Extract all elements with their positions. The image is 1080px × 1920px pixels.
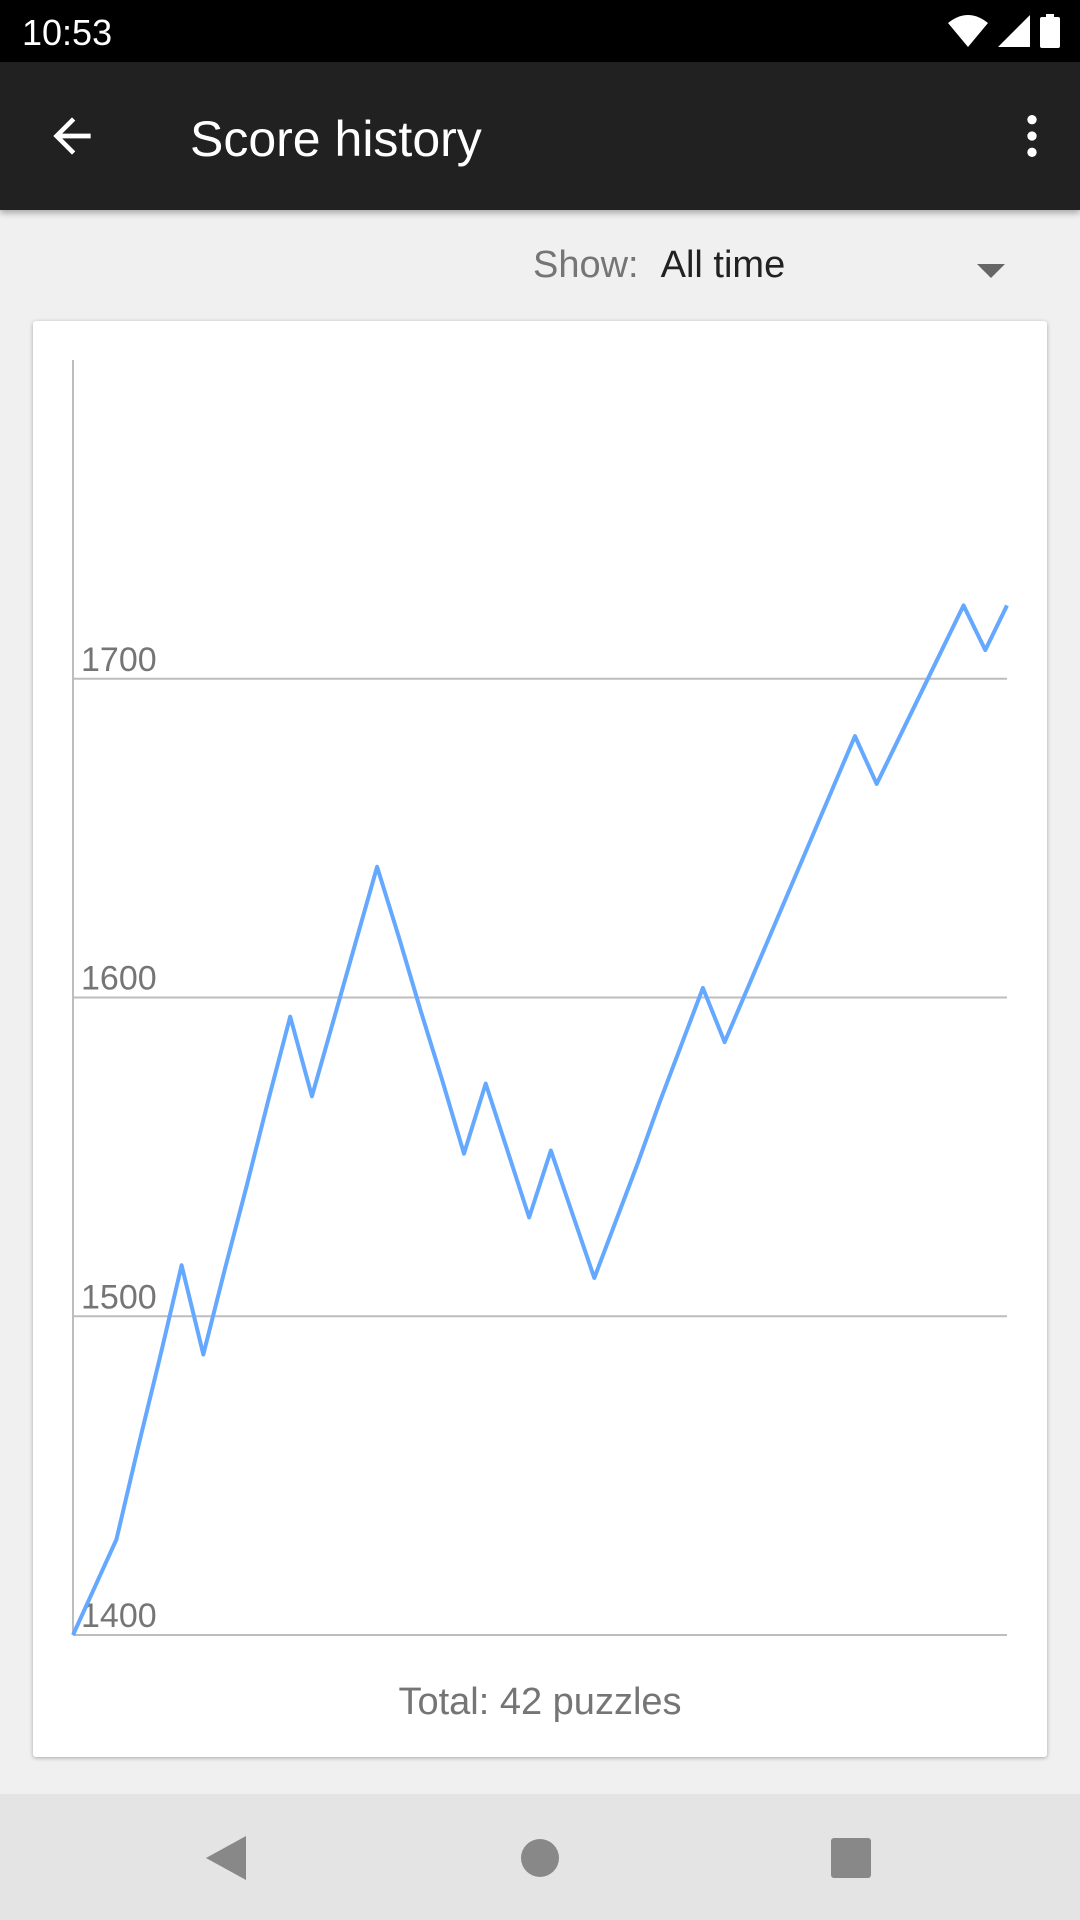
chart-card: 1400 1500 1600 1700 Total: 42 puzzles — [33, 321, 1047, 1757]
page-title: Score history — [190, 111, 482, 167]
more-vert-icon[interactable] — [1004, 108, 1060, 164]
navigation-bar — [0, 1794, 1080, 1920]
y-tick-label: 1700 — [81, 641, 157, 679]
score-chart: 1400 1500 1600 1700 — [71, 360, 1009, 1636]
y-tick-label: 1500 — [81, 1278, 157, 1316]
status-bar: 10:53 — [0, 0, 1080, 62]
y-tick-label: 1600 — [81, 960, 157, 998]
score-line — [71, 603, 1009, 1636]
total-puzzles: Total: 42 puzzles — [398, 1681, 682, 1723]
arrow-back-icon[interactable] — [44, 108, 100, 164]
triangle-back-icon — [206, 1836, 246, 1880]
dropdown-arrow-icon — [977, 264, 1005, 278]
status-time: 10:53 — [22, 12, 113, 53]
nav-home-button[interactable] — [520, 1836, 560, 1885]
square-recents-icon — [831, 1838, 871, 1878]
nav-recents-button[interactable] — [831, 1836, 871, 1885]
battery-icon — [1040, 14, 1060, 48]
circle-home-icon — [521, 1839, 559, 1877]
toolbar: Score history — [0, 62, 1080, 210]
show-label: Show: — [533, 244, 639, 286]
wifi-icon — [948, 15, 988, 47]
signal-icon — [998, 15, 1030, 47]
selected-range: All time — [660, 244, 786, 286]
nav-back-button[interactable] — [206, 1836, 246, 1885]
time-range-dropdown[interactable]: Show: All time — [533, 244, 1013, 287]
y-tick-label: 1400 — [81, 1597, 157, 1635]
